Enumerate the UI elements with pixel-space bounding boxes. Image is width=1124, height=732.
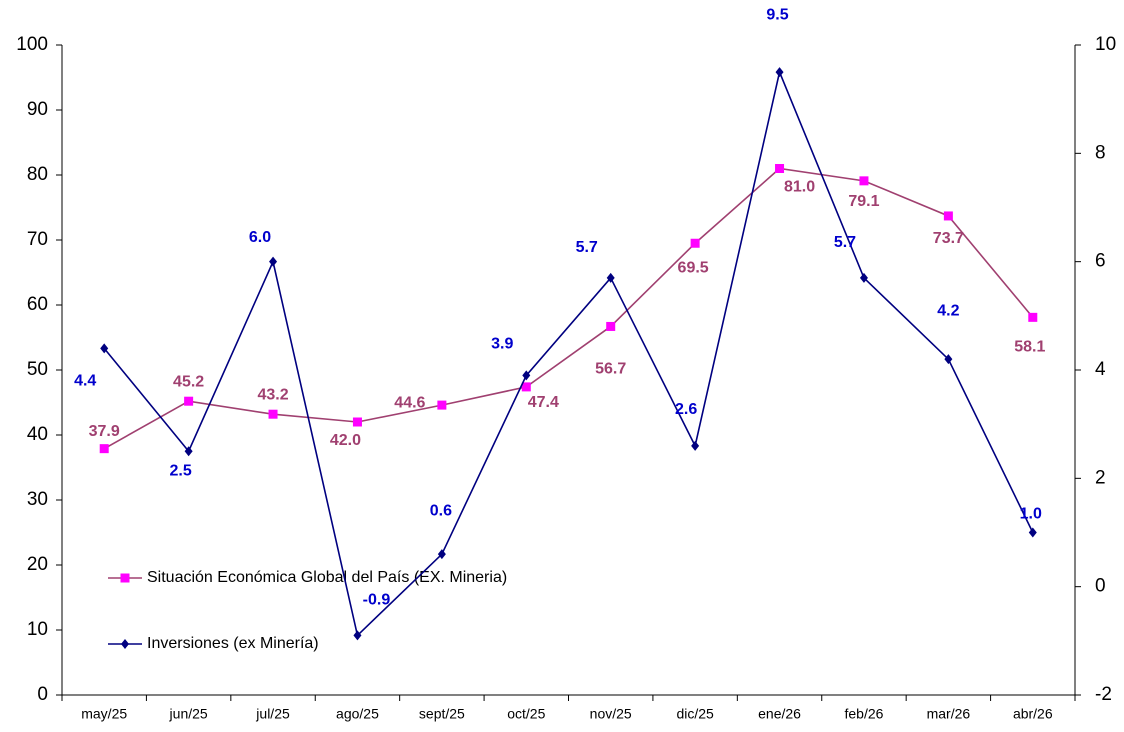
value-label: 47.4 bbox=[528, 394, 559, 411]
marker bbox=[1028, 527, 1037, 538]
marker bbox=[775, 164, 785, 173]
value-label: 69.5 bbox=[678, 259, 709, 276]
y-tick-label: 50 bbox=[27, 359, 48, 380]
y-tick-label: 60 bbox=[27, 294, 48, 315]
marker bbox=[691, 440, 700, 451]
value-label: 79.1 bbox=[848, 193, 879, 210]
legend-label: Situación Económica Global del País (EX.… bbox=[147, 569, 507, 586]
y2-tick-label: 2 bbox=[1095, 467, 1106, 488]
y-tick-label: 40 bbox=[27, 424, 48, 445]
value-label: -0.9 bbox=[363, 592, 391, 609]
value-label: 4.2 bbox=[937, 302, 959, 319]
marker bbox=[859, 176, 869, 186]
marker bbox=[353, 630, 362, 641]
y-tick-label: 90 bbox=[27, 99, 48, 120]
value-label: 6.0 bbox=[249, 229, 271, 246]
value-label: 45.2 bbox=[173, 373, 204, 390]
x-tick-label: ago/25 bbox=[336, 706, 379, 722]
x-tick-label: may/25 bbox=[81, 706, 127, 722]
x-tick-label: mar/26 bbox=[927, 706, 971, 722]
marker bbox=[268, 409, 278, 419]
x-tick-label: ene/26 bbox=[758, 706, 801, 722]
marker bbox=[521, 382, 531, 392]
marker bbox=[944, 354, 953, 365]
value-label: 0.6 bbox=[430, 502, 452, 519]
marker bbox=[100, 343, 109, 354]
legend-label: Inversiones (ex Minería) bbox=[147, 635, 319, 652]
marker bbox=[606, 321, 616, 331]
x-tick-label: dic/25 bbox=[676, 706, 714, 722]
value-label: 5.7 bbox=[834, 234, 856, 251]
value-label: 9.5 bbox=[766, 6, 788, 23]
y-tick-label: 10 bbox=[27, 619, 48, 640]
series-line bbox=[103, 69, 1034, 637]
value-label: 4.4 bbox=[74, 373, 96, 390]
value-label: 42.0 bbox=[330, 432, 361, 449]
marker bbox=[1028, 312, 1038, 322]
marker bbox=[522, 370, 531, 381]
y-tick-label: 30 bbox=[27, 489, 48, 510]
value-label: 81.0 bbox=[784, 179, 815, 196]
value-label: 56.7 bbox=[595, 361, 626, 378]
y-tick-label: 0 bbox=[37, 684, 48, 705]
legend-marker bbox=[120, 573, 130, 583]
y2-tick-label: 6 bbox=[1095, 251, 1106, 272]
x-tick-label: jul/25 bbox=[255, 706, 290, 722]
y2-tick-label: 4 bbox=[1095, 359, 1106, 380]
value-label: 1.0 bbox=[1020, 506, 1042, 523]
marker bbox=[690, 238, 700, 248]
y2-tick-label: 10 bbox=[1095, 34, 1116, 55]
marker bbox=[859, 272, 868, 283]
value-label: 44.6 bbox=[394, 394, 425, 411]
value-label: 73.7 bbox=[933, 230, 964, 247]
x-tick-label: feb/26 bbox=[844, 706, 883, 722]
series-line bbox=[103, 167, 1034, 450]
y-tick-label: 80 bbox=[27, 164, 48, 185]
legend-marker bbox=[121, 639, 129, 649]
x-tick-label: abr/26 bbox=[1013, 706, 1053, 722]
marker bbox=[437, 549, 446, 560]
x-tick-label: oct/25 bbox=[507, 706, 545, 722]
x-tick-label: nov/25 bbox=[590, 706, 632, 722]
y-tick-label: 70 bbox=[27, 229, 48, 250]
y2-tick-label: 0 bbox=[1095, 576, 1106, 597]
value-label: 5.7 bbox=[576, 239, 598, 256]
value-label: 37.9 bbox=[89, 423, 120, 440]
marker bbox=[775, 67, 784, 78]
y-tick-label: 20 bbox=[27, 554, 48, 575]
y2-tick-label: -2 bbox=[1095, 684, 1112, 705]
value-label: 43.2 bbox=[257, 386, 288, 403]
value-label: 58.1 bbox=[1014, 339, 1045, 356]
x-tick-label: jun/25 bbox=[169, 706, 208, 722]
value-label: 2.5 bbox=[170, 462, 192, 479]
marker bbox=[99, 444, 109, 454]
marker bbox=[943, 211, 953, 221]
marker bbox=[352, 417, 362, 427]
x-tick-label: sept/25 bbox=[419, 706, 465, 722]
value-label: 3.9 bbox=[491, 336, 513, 353]
marker bbox=[437, 400, 447, 410]
y2-tick-label: 8 bbox=[1095, 142, 1106, 163]
marker bbox=[184, 446, 193, 457]
value-label: 2.6 bbox=[675, 401, 697, 418]
marker bbox=[184, 396, 194, 406]
y-tick-label: 100 bbox=[16, 34, 48, 55]
marker bbox=[606, 272, 615, 283]
marker bbox=[269, 256, 278, 267]
